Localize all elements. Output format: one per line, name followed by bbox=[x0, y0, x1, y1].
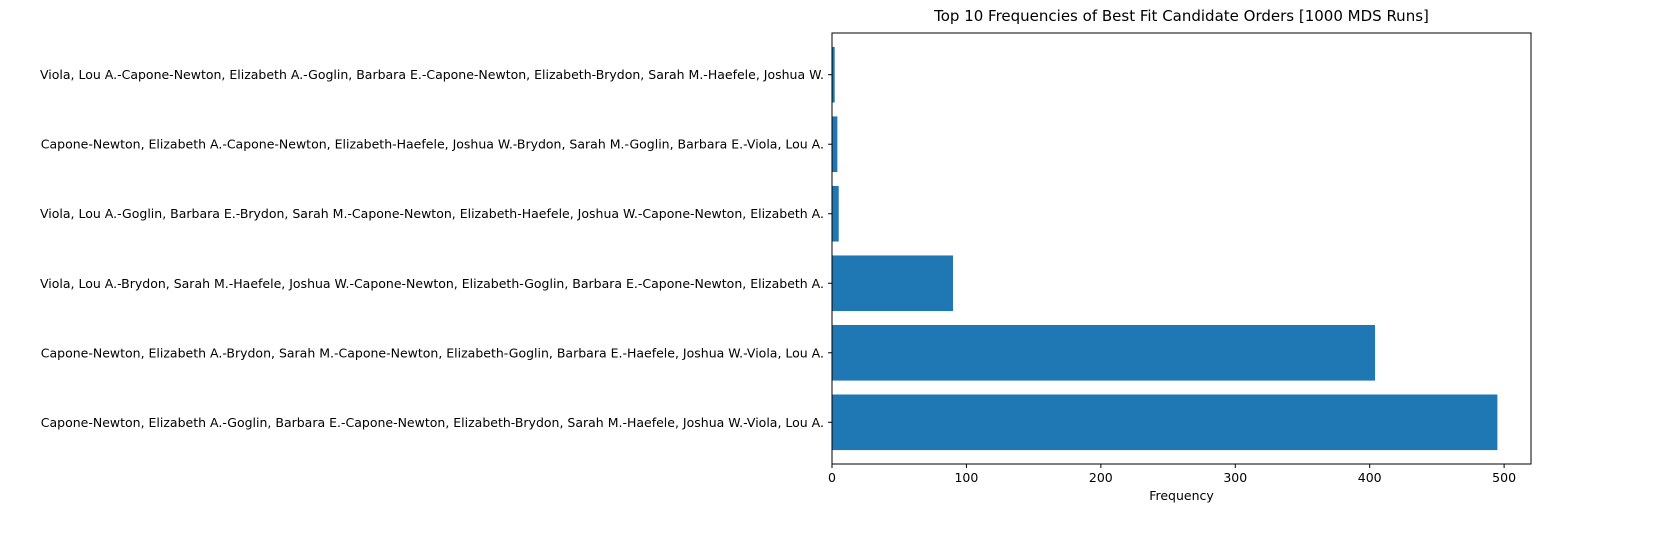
chart-title: Top 10 Frequencies of Best Fit Candidate… bbox=[933, 7, 1429, 25]
bars-layer bbox=[832, 46, 1498, 451]
x-tick-label: 100 bbox=[954, 470, 978, 485]
bar bbox=[832, 324, 1376, 381]
y-tick-label: Capone-Newton, Elizabeth A.-Brydon, Sara… bbox=[41, 345, 824, 360]
bar bbox=[832, 185, 839, 242]
x-tick-label: 500 bbox=[1492, 470, 1516, 485]
y-tick-label: Viola, Lou A.-Capone-Newton, Elizabeth A… bbox=[40, 67, 824, 82]
y-tick-label: Capone-Newton, Elizabeth A.-Goglin, Barb… bbox=[41, 415, 824, 430]
x-axis: 0 100 200 300 400 500 bbox=[828, 464, 1516, 485]
bar bbox=[832, 46, 835, 103]
plot-frame bbox=[831, 32, 1532, 465]
x-tick-label: 400 bbox=[1358, 470, 1382, 485]
bar bbox=[832, 255, 953, 312]
bar bbox=[832, 116, 838, 173]
x-axis-label: Frequency bbox=[1149, 488, 1214, 503]
y-tick-label: Viola, Lou A.-Goglin, Barbara E.-Brydon,… bbox=[40, 206, 824, 221]
y-axis: Capone-Newton, Elizabeth A.-Goglin, Barb… bbox=[40, 67, 832, 430]
x-tick-label: 300 bbox=[1223, 470, 1247, 485]
x-tick-label: 0 bbox=[828, 470, 836, 485]
y-tick-label: Viola, Lou A.-Brydon, Sarah M.-Haefele, … bbox=[40, 276, 824, 291]
x-tick-label: 200 bbox=[1089, 470, 1113, 485]
bar bbox=[832, 394, 1498, 451]
y-tick-label: Capone-Newton, Elizabeth A.-Capone-Newto… bbox=[41, 137, 824, 152]
